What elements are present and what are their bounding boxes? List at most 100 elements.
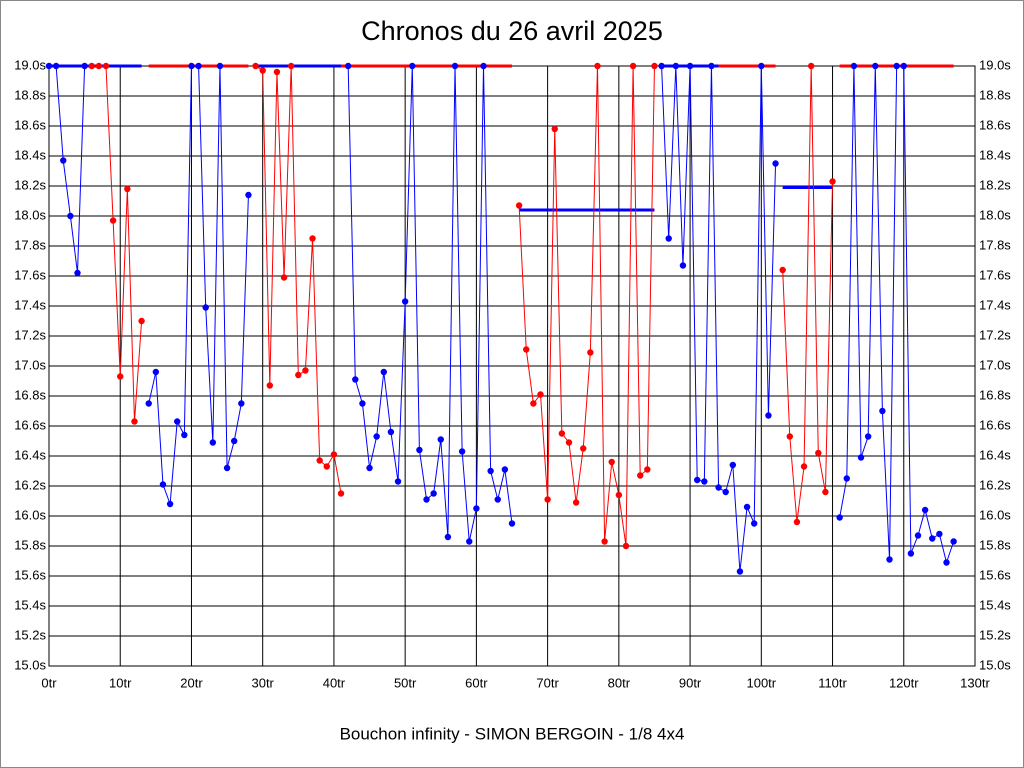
data-point xyxy=(209,439,217,446)
data-point xyxy=(88,62,95,70)
data-point xyxy=(366,464,373,472)
data-point xyxy=(259,67,266,74)
x-tick-label: 110tr xyxy=(818,675,847,690)
data-point xyxy=(722,488,729,496)
data-point xyxy=(786,433,793,440)
data-point xyxy=(508,520,516,527)
data-point xyxy=(572,499,580,506)
y-tick-label: 17.6s xyxy=(14,267,46,282)
y-tick-label: 17.0s xyxy=(14,357,46,372)
data-point xyxy=(758,62,765,70)
data-point xyxy=(138,317,145,325)
data-point xyxy=(537,391,544,398)
data-point xyxy=(544,496,551,503)
data-point xyxy=(672,62,680,70)
data-point xyxy=(223,464,231,472)
data-point xyxy=(252,62,259,70)
x-tick-label: 130tr xyxy=(960,675,990,690)
data-point xyxy=(81,62,88,70)
y2-tick-label: 18.2s xyxy=(979,177,1011,192)
data-point xyxy=(145,400,152,407)
data-point xyxy=(337,490,345,497)
y-tick-label: 18.6s xyxy=(14,117,46,132)
data-point xyxy=(202,304,209,311)
y-tick-label: 17.8s xyxy=(14,237,46,252)
data-point xyxy=(686,62,694,70)
data-point xyxy=(466,538,473,545)
y2-tick-label: 17.6s xyxy=(979,267,1011,282)
data-point xyxy=(879,407,886,415)
data-point xyxy=(843,475,850,482)
x-tick-label: 100tr xyxy=(746,675,776,690)
data-point xyxy=(344,62,352,70)
data-point xyxy=(117,373,124,380)
data-point xyxy=(159,481,167,488)
data-point xyxy=(74,269,81,277)
data-point xyxy=(437,436,444,443)
data-point xyxy=(102,62,110,70)
data-point xyxy=(936,530,943,538)
data-point xyxy=(530,400,537,407)
data-point xyxy=(864,433,872,440)
y-tick-label: 16.0s xyxy=(14,507,46,522)
data-point xyxy=(807,62,815,70)
data-point xyxy=(152,368,160,376)
data-point xyxy=(743,503,751,511)
data-point xyxy=(779,266,786,274)
data-point xyxy=(893,62,900,70)
data-point xyxy=(458,448,466,455)
data-point xyxy=(401,298,409,305)
data-point xyxy=(309,235,316,242)
data-point xyxy=(416,446,423,454)
data-point xyxy=(836,514,843,521)
data-point xyxy=(800,463,808,470)
data-point xyxy=(629,62,637,70)
data-point xyxy=(451,62,459,70)
data-point xyxy=(729,461,737,469)
data-point xyxy=(829,178,836,185)
data-point xyxy=(60,157,67,164)
data-point xyxy=(914,532,922,539)
data-point xyxy=(558,430,566,437)
y-tick-label: 15.4s xyxy=(14,597,46,612)
y2-tick-label: 18.0s xyxy=(979,207,1011,222)
y-tick-label: 15.2s xyxy=(14,627,46,642)
data-point xyxy=(694,476,701,484)
data-point xyxy=(907,550,915,557)
data-point xyxy=(750,520,758,527)
data-point xyxy=(295,371,302,379)
data-point xyxy=(615,491,623,499)
data-point xyxy=(886,556,893,563)
x-tick-label: 0tr xyxy=(41,675,57,690)
y2-tick-label: 16.2s xyxy=(979,477,1011,492)
x-tick-label: 70tr xyxy=(536,675,559,690)
data-point xyxy=(131,418,138,425)
data-point xyxy=(188,62,195,70)
data-point xyxy=(238,400,245,407)
data-point xyxy=(772,160,779,167)
data-point xyxy=(515,202,523,209)
data-point xyxy=(52,62,60,70)
data-point xyxy=(245,191,252,199)
y-tick-label: 19.0s xyxy=(14,57,46,72)
data-point xyxy=(921,506,929,514)
data-point xyxy=(109,217,117,224)
y2-tick-label: 17.8s xyxy=(979,237,1011,252)
data-point xyxy=(359,400,366,407)
y2-tick-label: 16.0s xyxy=(979,507,1011,522)
data-point xyxy=(822,488,829,496)
data-point xyxy=(736,568,744,575)
data-point xyxy=(815,449,822,457)
x-tick-label: 120tr xyxy=(889,675,919,690)
data-point xyxy=(273,68,281,76)
data-point xyxy=(565,439,573,446)
series-line xyxy=(782,65,834,523)
data-point xyxy=(594,62,601,70)
y2-tick-label: 15.0s xyxy=(979,657,1011,672)
data-point xyxy=(373,433,380,440)
y-tick-label: 16.2s xyxy=(14,477,46,492)
y-tick-label: 16.4s xyxy=(14,447,46,462)
y2-tick-label: 17.0s xyxy=(979,357,1011,372)
data-point xyxy=(950,538,957,545)
data-point xyxy=(701,478,708,485)
